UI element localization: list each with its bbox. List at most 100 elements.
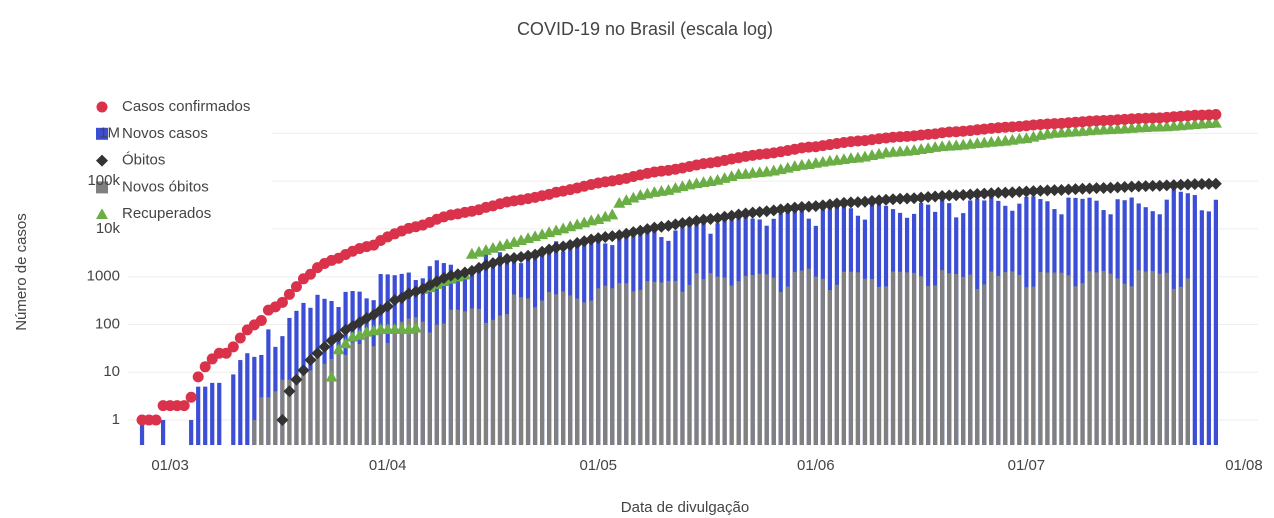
- marker: [276, 296, 288, 308]
- marker: [922, 191, 935, 204]
- bar: [315, 357, 320, 445]
- marker: [887, 193, 900, 206]
- marker: [1041, 184, 1054, 197]
- legend-symbol: [96, 127, 108, 140]
- bar: [483, 322, 489, 445]
- bar: [820, 278, 825, 445]
- bar: [904, 272, 910, 445]
- bar: [266, 397, 271, 445]
- bar: [1178, 286, 1183, 445]
- marker: [767, 204, 780, 217]
- marker: [880, 193, 893, 206]
- bar: [582, 302, 587, 445]
- marker: [192, 371, 204, 383]
- bar: [1192, 195, 1197, 445]
- marker: [304, 268, 316, 280]
- bar: [799, 270, 804, 445]
- bar: [568, 295, 573, 445]
- bar: [427, 332, 432, 445]
- marker: [992, 186, 1005, 199]
- marker: [1083, 182, 1096, 195]
- bar: [954, 273, 959, 445]
- legend-symbol: [96, 181, 108, 194]
- bar: [701, 279, 706, 445]
- marker: [255, 315, 267, 327]
- marker: [697, 213, 710, 226]
- x-tick-label: 01/03: [151, 457, 189, 474]
- bar: [259, 397, 264, 445]
- bar: [975, 289, 980, 445]
- bar: [413, 317, 418, 445]
- bar: [968, 274, 973, 445]
- bar: [1045, 272, 1050, 445]
- bar: [364, 328, 369, 445]
- marker: [1125, 180, 1138, 193]
- marker: [936, 189, 949, 202]
- bar: [575, 298, 580, 445]
- bar: [989, 271, 994, 445]
- marker: [290, 281, 302, 293]
- legend: Casos confirmados Novos casos Óbitos Novos …: [82, 94, 272, 230]
- bar: [729, 285, 734, 445]
- marker: [1069, 183, 1082, 196]
- chart-title: COVID-19 no Brasil (escala log): [517, 19, 773, 39]
- marker: [809, 200, 822, 213]
- bar: [238, 360, 243, 445]
- bar: [357, 344, 362, 445]
- bar: [659, 282, 664, 445]
- bar: [329, 358, 334, 445]
- bar: [883, 286, 889, 445]
- marker: [858, 195, 871, 208]
- marker: [837, 196, 850, 209]
- axis-labels: 1 10 100 1000 10k 100k 1M 01/03 01/04 01/05 01/06 0…: [87, 124, 1263, 474]
- bar: [631, 291, 636, 445]
- marker: [220, 347, 232, 359]
- marker: [901, 192, 914, 205]
- bar: [469, 308, 475, 445]
- marker: [851, 196, 864, 209]
- marker: [760, 205, 773, 218]
- marker: [1195, 178, 1208, 191]
- bar: [1010, 271, 1015, 445]
- bar: [518, 297, 524, 445]
- bar: [462, 311, 467, 445]
- bar: [554, 294, 559, 445]
- marker: [718, 210, 731, 223]
- bar: [196, 386, 201, 445]
- marker: [283, 288, 295, 300]
- marker: [150, 414, 162, 426]
- marker: [816, 199, 829, 212]
- legend-label: Novos casos: [122, 125, 208, 142]
- marker: [865, 195, 878, 208]
- bar: [638, 289, 643, 445]
- marker: [276, 414, 289, 427]
- bar: [287, 379, 292, 445]
- marker: [1139, 180, 1152, 193]
- marker: [950, 189, 963, 202]
- marker: [746, 206, 759, 219]
- bar: [610, 288, 615, 445]
- bar: [504, 314, 510, 445]
- x-tick-label: 01/07: [1008, 457, 1046, 474]
- marker-layer: [136, 109, 1222, 427]
- bar: [266, 329, 271, 445]
- bar: [1101, 270, 1106, 445]
- bar: [490, 319, 496, 445]
- marker: [1055, 183, 1068, 196]
- marker: [1111, 181, 1124, 194]
- bar: [1213, 199, 1218, 445]
- marker: [978, 187, 991, 200]
- bar: [210, 382, 215, 445]
- bar: [308, 370, 313, 445]
- bar: [687, 284, 692, 445]
- bar: [680, 291, 685, 445]
- marker: [774, 203, 787, 216]
- y-tick-label: 1: [112, 411, 120, 428]
- y-tick-label: 100: [95, 315, 120, 332]
- x-tick-label: 01/06: [797, 457, 835, 474]
- bar: [982, 284, 987, 445]
- bar: [771, 277, 776, 445]
- bar: [743, 275, 748, 445]
- bar: [434, 324, 439, 445]
